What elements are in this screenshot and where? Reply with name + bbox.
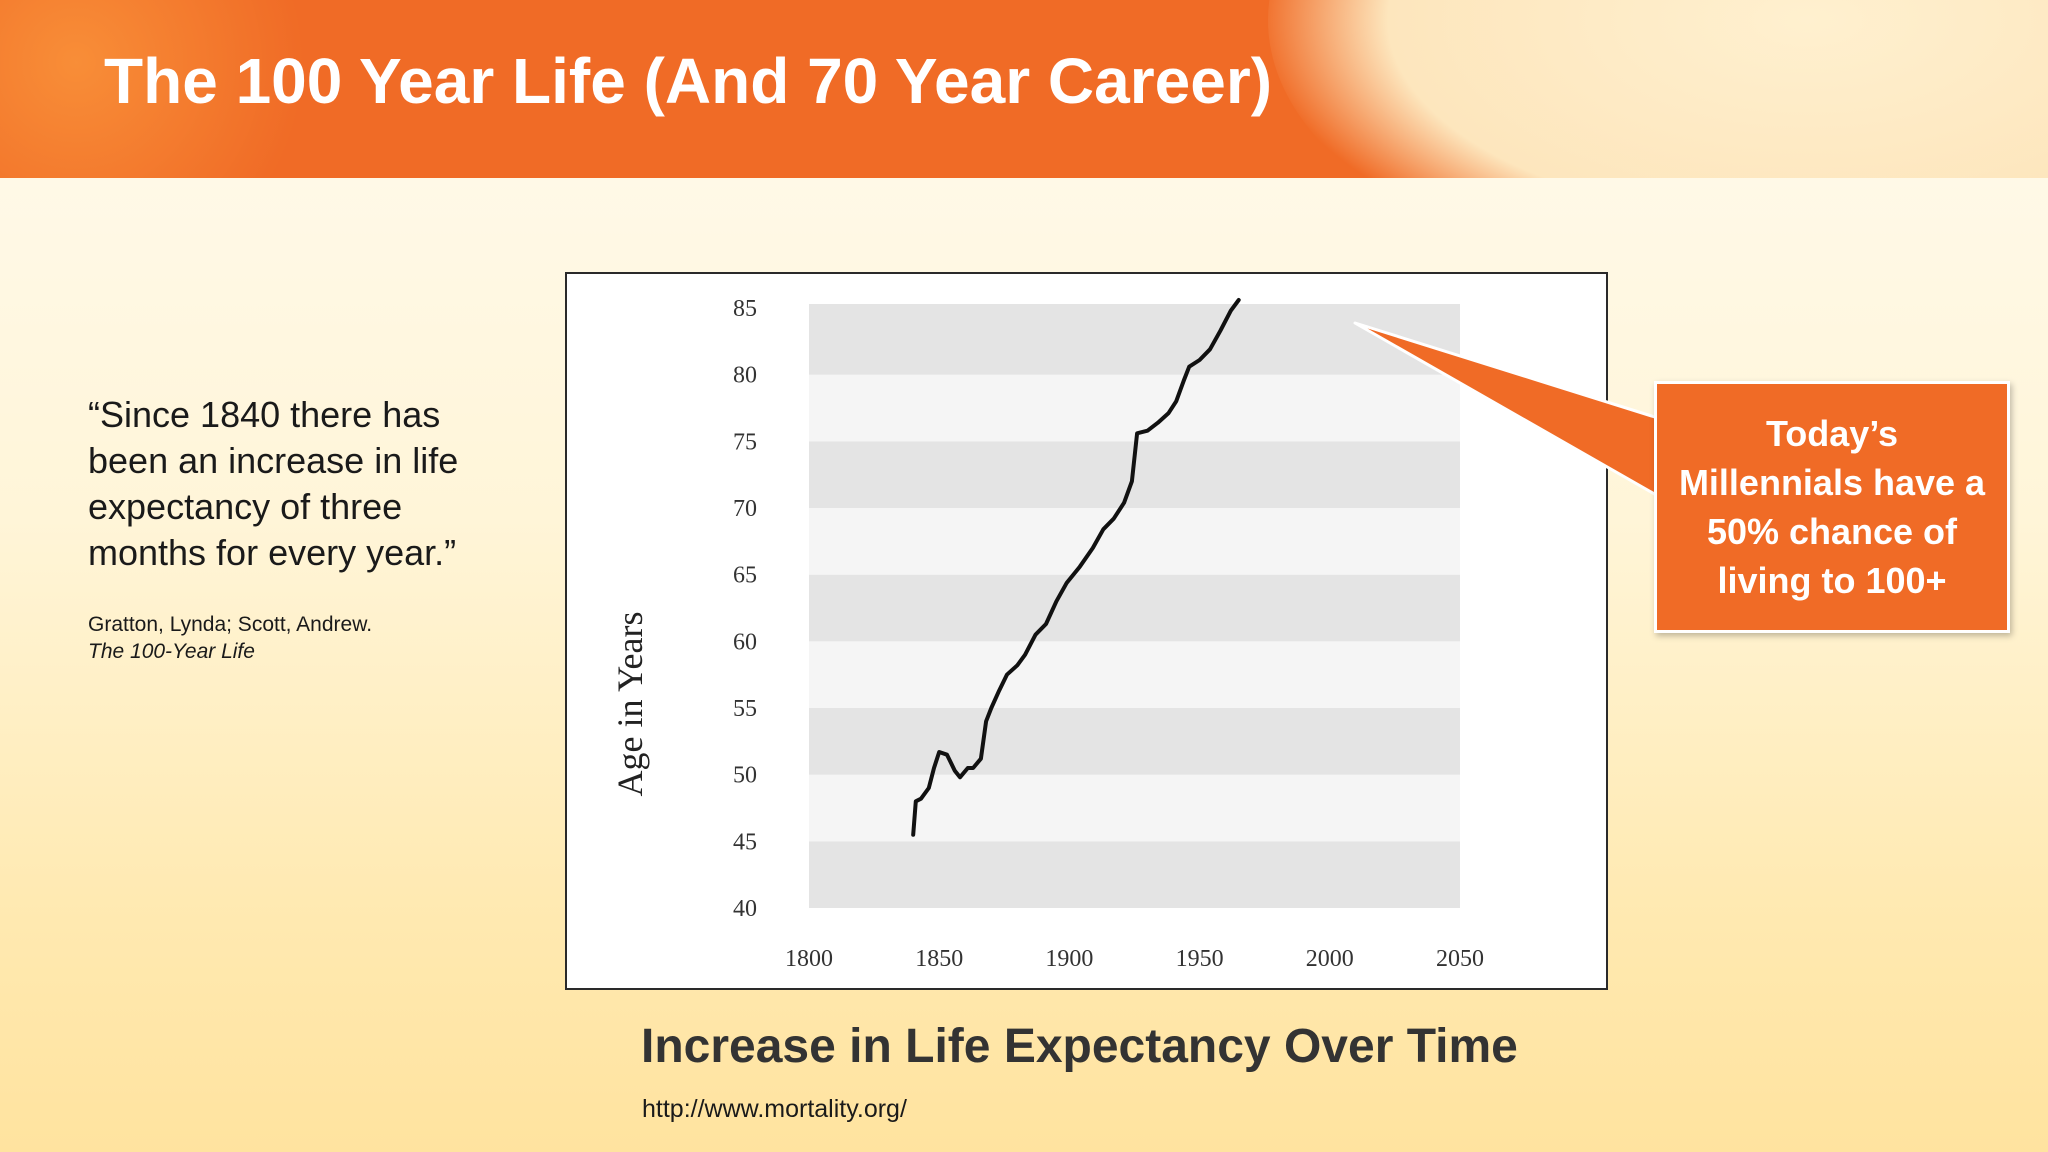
x-tick-label: 1850	[915, 946, 963, 972]
grid-band	[809, 708, 1460, 775]
banner-texture-left	[0, 0, 380, 178]
callout-text: Today’s Millennials have a 50% chance of…	[1678, 413, 1986, 601]
grid-band	[809, 574, 1460, 642]
quote-text: “Since 1840 there has been an increase i…	[88, 394, 459, 573]
source-link[interactable]: http://www.mortality.org/	[642, 1095, 907, 1123]
y-tick-label: 75	[733, 429, 757, 455]
citation-book-title: The 100-Year Life	[88, 640, 255, 663]
y-tick-label: 85	[733, 296, 757, 322]
y-tick-label: 55	[733, 696, 757, 722]
y-tick-label: 80	[733, 363, 757, 389]
grid-band	[809, 641, 1460, 708]
grid-band	[809, 304, 1460, 375]
citation-authors: Gratton, Lynda; Scott, Andrew.	[88, 613, 373, 636]
grid-band	[809, 374, 1460, 442]
y-tick-label: 65	[733, 563, 757, 589]
y-tick-label: 50	[733, 763, 757, 789]
grid-band	[809, 774, 1460, 842]
x-tick-label: 1900	[1045, 946, 1093, 972]
x-tick-label: 2050	[1436, 946, 1484, 972]
life-expectancy-chart: 40 45 50 55 60 65 70 75 80 85 1800 1850 1900 1950 200…	[610, 296, 1484, 972]
x-tick-label: 2000	[1306, 946, 1354, 972]
x-tick-label: 1950	[1176, 946, 1224, 972]
grid-band	[809, 841, 1460, 908]
chart-caption: Increase in Life Expectancy Over Time	[641, 1020, 1518, 1073]
life-expectancy-line	[911, 298, 1241, 837]
y-tick-label: 40	[733, 896, 757, 922]
grid-band	[809, 508, 1460, 575]
y-tick-label: 70	[733, 496, 757, 522]
y-axis-label: Age in Years	[610, 612, 650, 797]
callout-box: Today’s Millennials have a 50% chance of…	[1654, 381, 2010, 633]
banner-texture-right	[1268, 0, 2048, 178]
slide-title: The 100 Year Life (And 70 Year Career)	[104, 45, 1273, 117]
y-tick-label: 60	[733, 629, 757, 655]
chart-frame: 40 45 50 55 60 65 70 75 80 85 1800 1850 1900 1950 200…	[565, 272, 1608, 990]
y-tick-label: 45	[733, 829, 757, 855]
title-banner: The 100 Year Life (And 70 Year Career)	[0, 0, 2048, 178]
x-tick-label: 1800	[785, 946, 833, 972]
